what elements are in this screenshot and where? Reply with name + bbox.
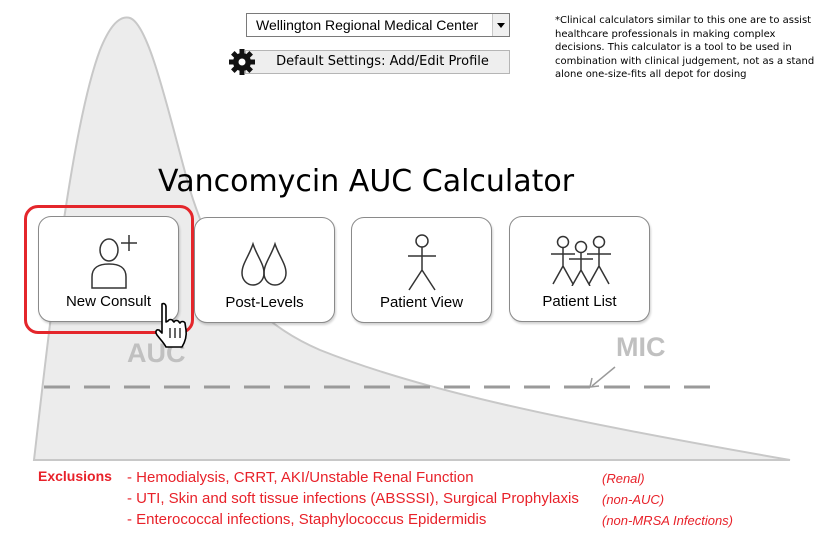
patient-view-tile[interactable]: Patient View <box>351 217 492 323</box>
disclaimer-text: *Clinical calculators similar to this on… <box>555 15 815 80</box>
stick-figure-icon <box>408 234 436 291</box>
mic-label: MIC <box>616 332 666 362</box>
post-levels-label: Post-Levels <box>225 294 304 311</box>
patient-list-tile[interactable]: Patient List <box>509 216 650 322</box>
exclusion-item: - UTI, Skin and soft tissue infections (… <box>127 490 579 507</box>
drops-icon <box>241 241 287 286</box>
chevron-down-icon[interactable] <box>492 14 509 36</box>
gear-icon[interactable] <box>228 48 256 76</box>
facility-select[interactable]: Wellington Regional Medical Center <box>246 13 510 37</box>
facility-select-value: Wellington Regional Medical Center <box>256 17 479 33</box>
patient-list-label: Patient List <box>542 293 617 310</box>
selection-highlight <box>24 205 194 334</box>
patient-view-label: Patient View <box>379 294 464 311</box>
hand-cursor-icon <box>155 302 188 348</box>
exclusion-category: (non-MRSA Infections) <box>602 513 734 528</box>
exclusion-category: (Renal) <box>602 471 645 486</box>
new-consult-tile[interactable]: New Consult <box>38 216 179 322</box>
exclusions-label: Exclusions <box>38 468 112 484</box>
group-icon <box>551 235 611 286</box>
new-consult-label: New Consult <box>65 293 152 310</box>
exclusion-item: - Hemodialysis, CRRT, AKI/Unstable Renal… <box>127 469 474 486</box>
post-levels-tile[interactable]: Post-Levels <box>194 217 335 323</box>
page-title: Vancomycin AUC Calculator <box>158 164 575 199</box>
settings-button[interactable]: Default Settings: Add/Edit Profile <box>245 50 510 74</box>
exclusion-category: (non-AUC) <box>602 492 665 507</box>
exclusion-item: - Enterococcal infections, Staphylococcu… <box>127 511 487 528</box>
add-user-icon <box>91 235 137 289</box>
